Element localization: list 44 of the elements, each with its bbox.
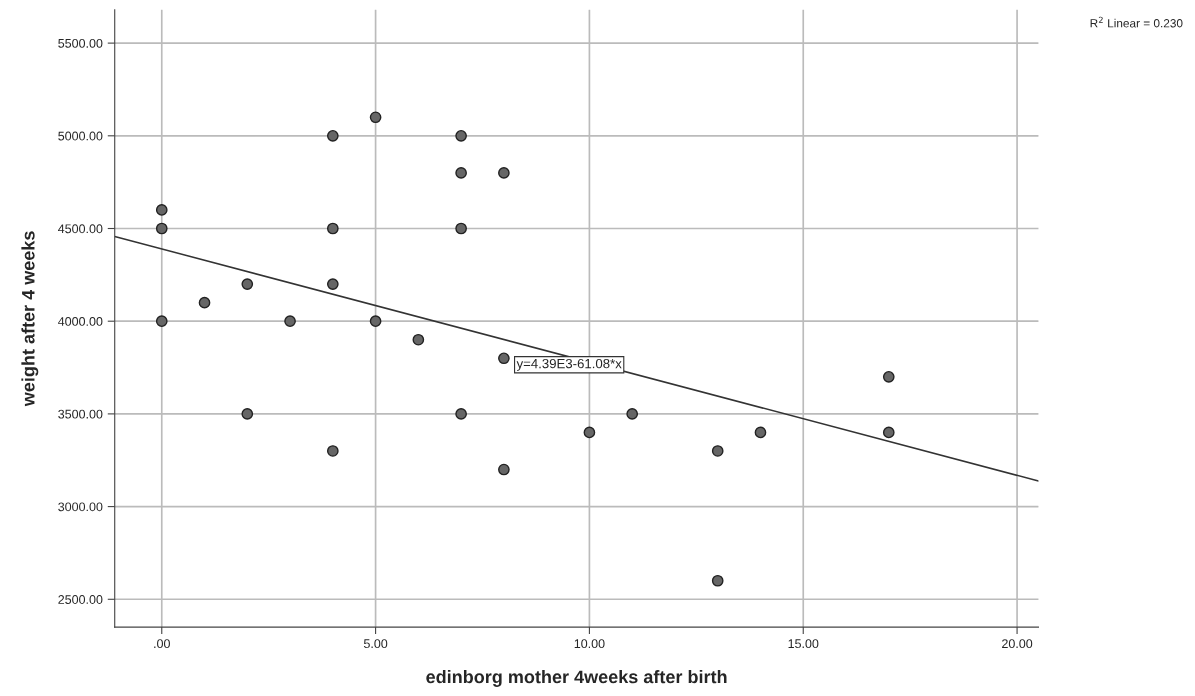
x-tick-label: 15.00 (788, 639, 819, 649)
point (155, 222, 168, 235)
point (754, 426, 767, 439)
x-tick-label: 20.00 (1002, 639, 1033, 649)
point (326, 445, 339, 457)
x-tick-label: 10.00 (574, 639, 605, 649)
point (498, 463, 510, 476)
x-tick-label: 5.00 (363, 639, 388, 649)
point (711, 574, 724, 587)
y-tick-label: 2500.00 (58, 595, 103, 604)
point (882, 426, 895, 439)
point (455, 408, 467, 420)
point (626, 408, 639, 420)
y-tick-label: 5500.00 (58, 38, 103, 48)
point (455, 222, 467, 235)
point (326, 278, 339, 290)
point (583, 426, 596, 439)
point (711, 445, 724, 457)
y-axis-title: weight after 4 weeks (21, 231, 39, 407)
point (326, 222, 339, 235)
point (155, 204, 168, 216)
point (455, 129, 467, 142)
point (369, 315, 382, 328)
y-tick-label: 3000.00 (58, 502, 103, 512)
point (369, 111, 382, 124)
point (284, 315, 296, 328)
x-tick-label: .00 (154, 639, 170, 649)
y-tick-label: 3500.00 (58, 409, 103, 419)
text: R$^{2}$ Linear = 0.230 (1090, 16, 1183, 28)
point (455, 167, 467, 179)
point (412, 333, 425, 346)
point (241, 278, 254, 290)
point (155, 315, 168, 328)
y-tick-label: 4500.00 (58, 224, 103, 234)
annotation: y=4.39E3-61.08*x (516, 358, 622, 371)
point (198, 296, 211, 309)
point (498, 352, 510, 365)
point (326, 129, 339, 142)
point (498, 167, 510, 179)
point (882, 370, 895, 383)
x-axis-title: edinborg mother 4weeks after birth (426, 670, 727, 687)
point (241, 408, 254, 420)
y-tick-label: 4000.00 (58, 317, 103, 326)
y-tick-label: 5000.00 (58, 131, 103, 141)
